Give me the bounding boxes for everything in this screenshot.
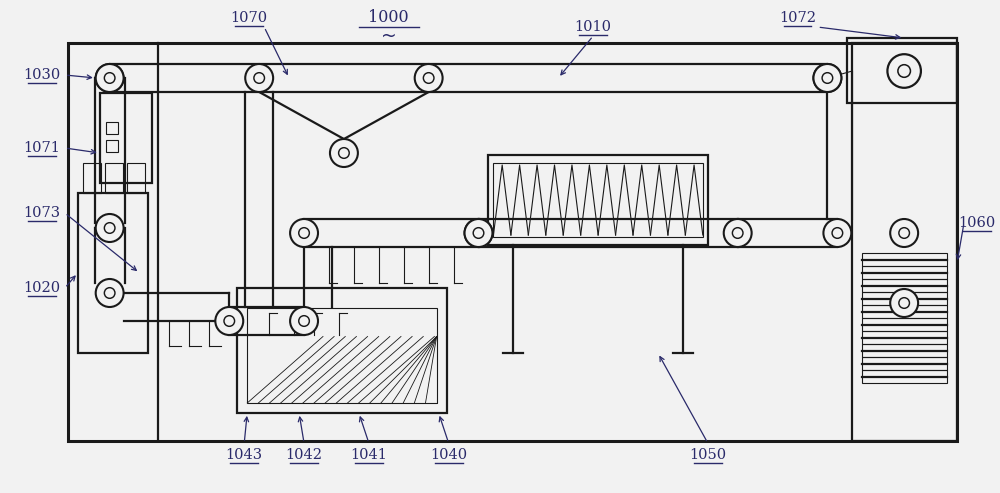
- Bar: [106, 121, 118, 134]
- Circle shape: [473, 228, 484, 238]
- Text: 1042: 1042: [286, 448, 323, 462]
- Bar: [862, 253, 947, 266]
- Bar: [247, 308, 437, 403]
- Bar: [105, 163, 123, 193]
- Circle shape: [339, 148, 349, 158]
- Text: 1010: 1010: [575, 20, 612, 34]
- Circle shape: [899, 228, 909, 238]
- Bar: [247, 308, 437, 403]
- Circle shape: [822, 72, 833, 83]
- Text: 1072: 1072: [779, 11, 816, 25]
- Bar: [862, 357, 947, 370]
- Circle shape: [823, 219, 851, 247]
- Bar: [247, 308, 437, 403]
- Bar: [862, 305, 947, 318]
- Bar: [862, 266, 947, 279]
- Circle shape: [299, 228, 309, 238]
- Circle shape: [224, 316, 235, 326]
- Bar: [862, 279, 947, 292]
- Circle shape: [898, 65, 910, 77]
- Circle shape: [299, 316, 309, 326]
- Text: 1073: 1073: [23, 206, 60, 220]
- Bar: [247, 308, 437, 403]
- Circle shape: [104, 288, 115, 298]
- Bar: [247, 308, 437, 403]
- Bar: [862, 292, 947, 305]
- Bar: [493, 163, 703, 237]
- Bar: [237, 288, 447, 413]
- Bar: [247, 308, 437, 403]
- Circle shape: [245, 64, 273, 92]
- Circle shape: [887, 54, 921, 88]
- Bar: [862, 370, 947, 383]
- Circle shape: [813, 64, 841, 92]
- Bar: [247, 308, 437, 403]
- Circle shape: [724, 219, 752, 247]
- Bar: [862, 344, 947, 357]
- Bar: [127, 163, 145, 193]
- Bar: [862, 318, 947, 331]
- Bar: [247, 308, 437, 403]
- Circle shape: [822, 72, 833, 83]
- Text: 1043: 1043: [226, 448, 263, 462]
- Bar: [247, 308, 437, 403]
- Circle shape: [465, 219, 492, 247]
- Text: 1000: 1000: [368, 9, 409, 27]
- Bar: [247, 308, 437, 403]
- Circle shape: [290, 307, 318, 335]
- Circle shape: [473, 228, 484, 238]
- Circle shape: [732, 228, 743, 238]
- Circle shape: [813, 64, 841, 92]
- Circle shape: [96, 214, 124, 242]
- Bar: [100, 93, 152, 183]
- Bar: [247, 308, 437, 403]
- Text: 1071: 1071: [23, 141, 60, 155]
- Circle shape: [899, 298, 909, 308]
- Bar: [247, 308, 437, 403]
- Bar: [106, 140, 118, 151]
- Text: ~: ~: [381, 27, 397, 45]
- Bar: [847, 38, 957, 103]
- Circle shape: [890, 289, 918, 317]
- Circle shape: [832, 228, 843, 238]
- Bar: [247, 308, 437, 403]
- Text: 1070: 1070: [231, 11, 268, 25]
- Circle shape: [330, 139, 358, 167]
- Circle shape: [104, 223, 115, 233]
- Bar: [78, 193, 148, 353]
- Circle shape: [415, 64, 443, 92]
- Bar: [488, 155, 708, 245]
- Circle shape: [104, 72, 115, 83]
- Circle shape: [423, 72, 434, 83]
- Circle shape: [96, 279, 124, 307]
- Text: 1041: 1041: [350, 448, 387, 462]
- Bar: [247, 308, 437, 403]
- Bar: [862, 331, 947, 344]
- Bar: [247, 308, 437, 403]
- Text: 1040: 1040: [430, 448, 467, 462]
- Bar: [68, 43, 957, 441]
- Bar: [247, 308, 437, 403]
- Bar: [247, 308, 437, 403]
- Circle shape: [104, 72, 115, 83]
- Circle shape: [254, 72, 264, 83]
- Circle shape: [890, 219, 918, 247]
- Bar: [247, 308, 437, 403]
- Bar: [852, 43, 957, 441]
- Text: 1030: 1030: [23, 68, 60, 82]
- Bar: [83, 163, 101, 193]
- Circle shape: [215, 307, 243, 335]
- Text: 1060: 1060: [958, 216, 996, 230]
- Circle shape: [96, 64, 124, 92]
- Bar: [247, 308, 437, 403]
- Circle shape: [290, 219, 318, 247]
- Text: 1050: 1050: [689, 448, 726, 462]
- Circle shape: [465, 219, 492, 247]
- Text: 1020: 1020: [23, 281, 60, 295]
- Circle shape: [96, 64, 124, 92]
